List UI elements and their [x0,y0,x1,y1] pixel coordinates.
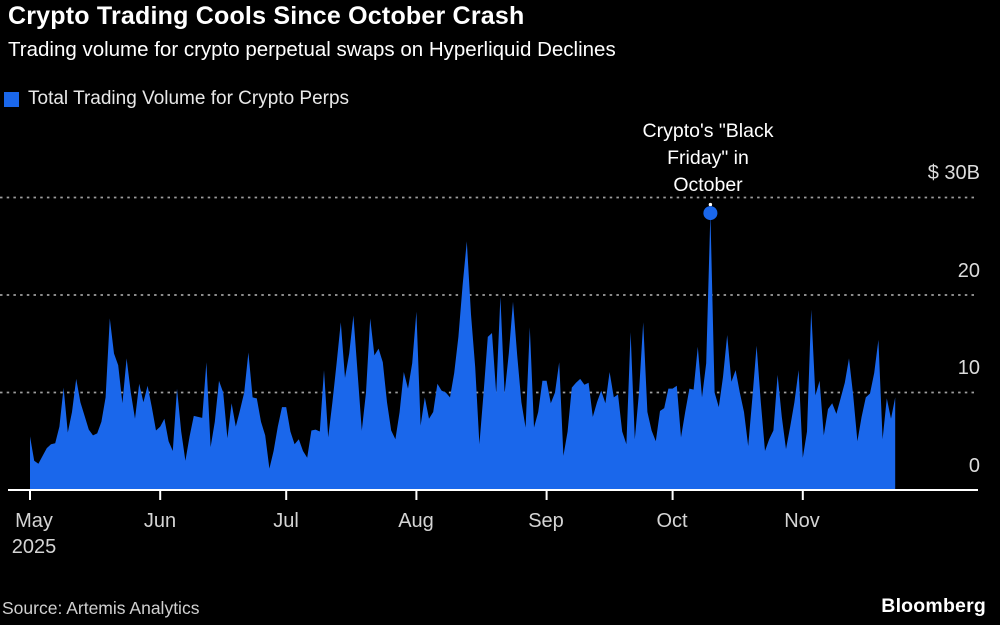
annotation-line-1: Crypto's "Black [642,120,774,142]
x-axis-label-may: May 2025 [11,510,57,558]
y-axis-label-10: 10 [957,357,980,379]
chart-title: Crypto Trading Cools Since October Crash [8,2,525,30]
legend-swatch-icon [4,91,19,107]
x-axis-label-aug: Aug [398,510,434,532]
y-axis-label-20: 20 [957,260,980,282]
legend-label: Total Trading Volume for Crypto Perps [28,88,350,109]
annotation-black-friday: Crypto's "Black Friday" in October [643,118,774,199]
y-axis-label-30: $ 30B [927,162,980,184]
y-axis-label-0: 0 [968,455,980,477]
annotation-line-2: Friday" in [667,147,749,169]
chart-subtitle: Trading volume for crypto perpetual swap… [8,38,616,61]
x-axis-label-jun: Jun [143,510,177,532]
bloomberg-logo: Bloomberg [881,595,986,617]
x-axis-label-nov: Nov [784,510,820,532]
annotation-leader-dot [708,202,713,207]
x-axis-label-oct: Oct [656,510,688,532]
source-label: Source: Artemis Analytics [2,598,200,618]
x-axis-year-label: 2025 [11,536,57,558]
legend: Total Trading Volume for Crypto Perps [4,88,349,110]
area-series-total-volume [30,213,896,490]
annotation-marker-dot [703,206,718,221]
x-axis-label-sep: Sep [528,510,564,532]
annotation-line-3: October [673,174,743,196]
x-axis-label-jul: Jul [273,510,299,532]
